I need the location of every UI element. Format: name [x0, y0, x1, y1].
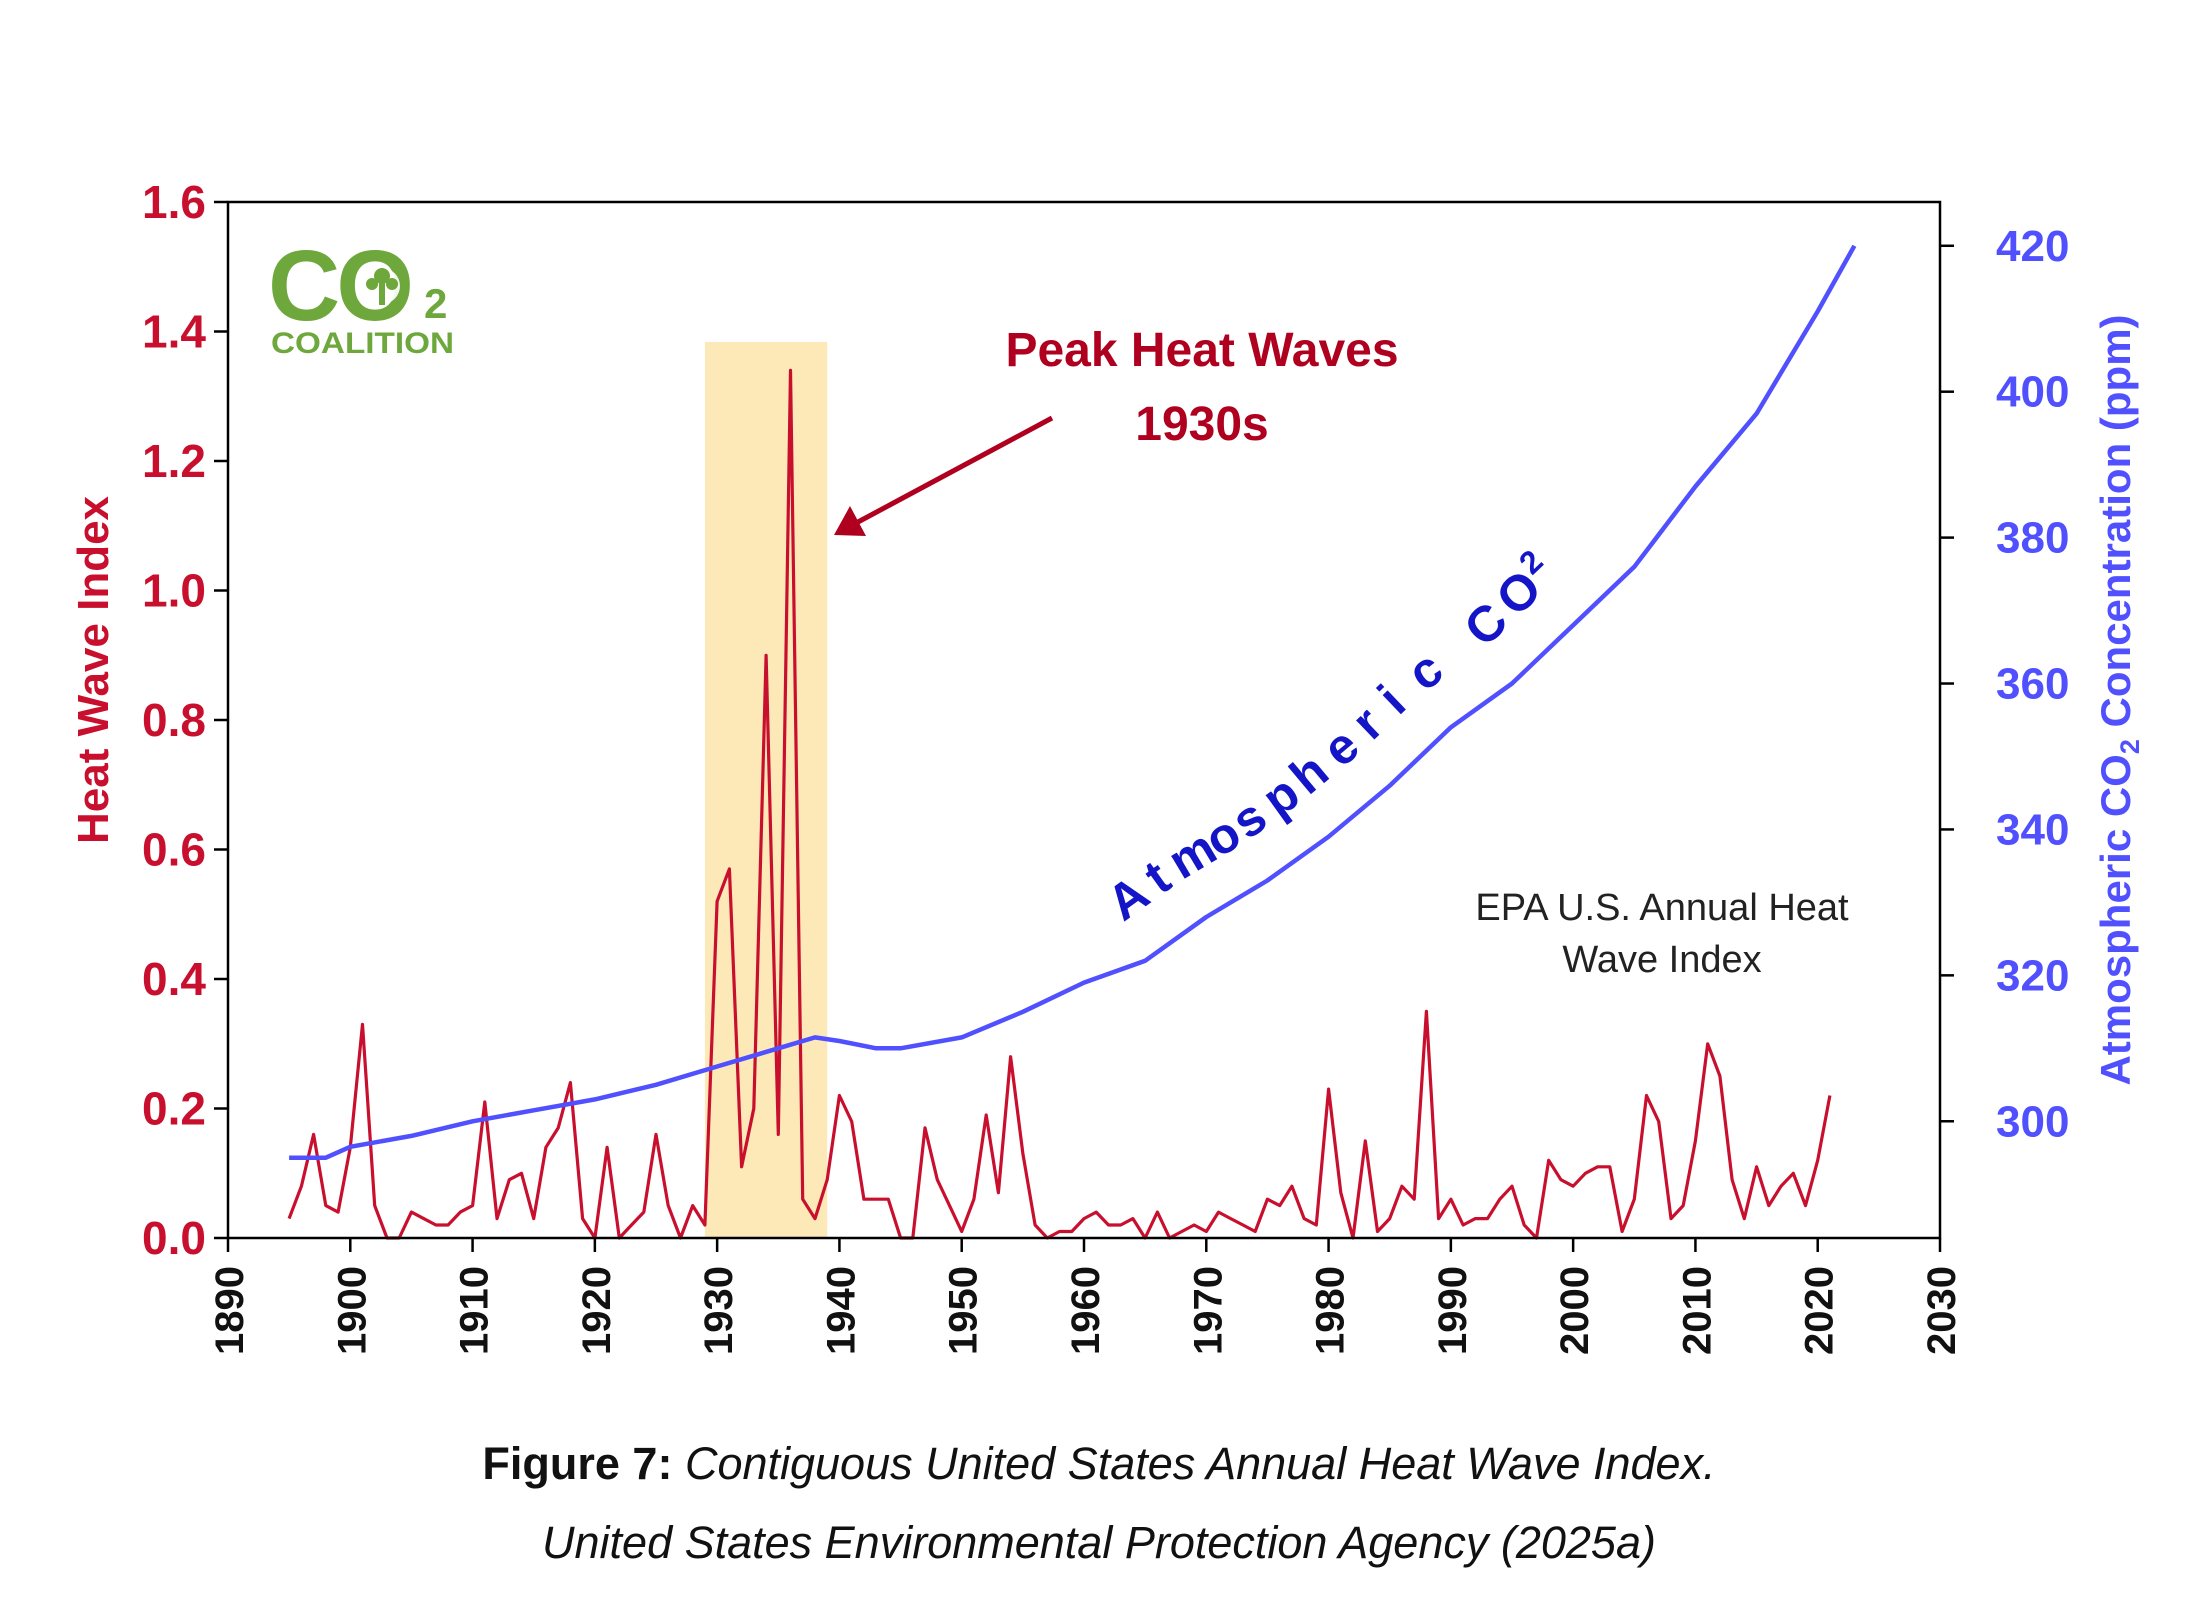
chart: 1890 1900 1910 1920 1930 1940 1950 1960 1970 1980…: [69, 176, 2145, 1355]
peak-annotation: Peak Heat Waves 1930s: [834, 324, 1399, 536]
left-tick-label: 0.8: [142, 694, 206, 746]
right-axis-label-suffix: Concentration (ppm): [2092, 314, 2139, 739]
figure-caption-line2: United States Environmental Protection A…: [542, 1517, 1656, 1568]
co2-series: [289, 244, 1857, 1160]
peak-arrow-head: [834, 506, 866, 536]
left-tick-label: 0.0: [142, 1212, 206, 1264]
x-tick-label: 2020: [1798, 1266, 1842, 1355]
figure-caption-line1: Figure 7: Contiguous United States Annua…: [0, 1438, 2198, 1490]
right-axis-ticks: 300 320 340 360 380 400 420: [1940, 222, 2069, 1146]
left-axis-ticks: 0.0 0.2 0.4 0.6 0.8 1.0 1.2 1.4 1.6: [142, 176, 228, 1264]
x-axis-ticks: 1890 1900 1910 1920 1930 1940 1950 1960 1970 1980…: [208, 1238, 1964, 1355]
left-tick-label: 0.4: [142, 953, 206, 1005]
right-tick-label: 320: [1996, 951, 2069, 1000]
figure-number: Figure 7:: [482, 1438, 673, 1489]
heat-wave-line: [287, 368, 1832, 1240]
x-tick-label: 2030: [1920, 1266, 1964, 1355]
right-tick-label: 400: [1996, 368, 2069, 417]
epa-label-line1: EPA U.S. Annual Heat: [1475, 887, 1849, 929]
co2-label-letter: c: [1397, 640, 1452, 702]
x-tick-label: 1970: [1186, 1266, 1230, 1355]
logo-coalition-word: COALITION: [271, 327, 454, 360]
peak-decade: 1930s: [1135, 398, 1268, 451]
x-tick-label: 1980: [1309, 1266, 1353, 1355]
right-axis-label-prefix: Atmospheric CO: [2092, 754, 2139, 1085]
right-tick-label: 360: [1996, 660, 2069, 709]
co2-coalition-logo: CO 2 COALITION: [268, 230, 454, 360]
left-tick-label: 1.4: [142, 306, 206, 358]
peak-title: Peak Heat Waves: [1005, 324, 1398, 377]
left-tick-label: 0.2: [142, 1083, 206, 1135]
x-tick-label: 1960: [1064, 1266, 1108, 1355]
epa-series-label: EPA U.S. Annual Heat Wave Index: [1475, 887, 1849, 981]
right-axis-label: Atmospheric CO2 Concentration (ppm): [2092, 314, 2145, 1085]
right-tick-label: 380: [1996, 514, 2069, 563]
x-tick-label: 1920: [575, 1266, 619, 1355]
peak-highlight-band: [704, 342, 828, 1238]
epa-label-line2: Wave Index: [1562, 939, 1761, 981]
right-tick-label: 420: [1996, 222, 2069, 271]
left-tick-label: 1.0: [142, 565, 206, 617]
tree-icon: [364, 268, 400, 305]
peak-arrow-shaft: [856, 415, 1054, 525]
x-tick-label: 2000: [1553, 1266, 1597, 1355]
x-tick-label: 1940: [819, 1266, 863, 1355]
figure-caption-title: Contiguous United States Annual Heat Wav…: [672, 1438, 1716, 1489]
co2-line: [289, 244, 1857, 1160]
left-tick-label: 1.2: [142, 435, 206, 487]
heat-wave-series: [287, 368, 1832, 1240]
x-tick-label: 1930: [697, 1266, 741, 1355]
left-tick-label: 1.6: [142, 176, 206, 228]
x-tick-label: 1900: [330, 1266, 374, 1355]
x-tick-label: 1990: [1431, 1266, 1475, 1355]
right-tick-label: 300: [1996, 1097, 2069, 1146]
x-tick-label: 2010: [1675, 1266, 1719, 1355]
left-tick-label: 0.6: [142, 824, 206, 876]
x-tick-label: 1890: [208, 1266, 252, 1355]
x-tick-label: 1950: [942, 1266, 986, 1355]
logo-sub-2: 2: [424, 280, 447, 327]
right-axis-label-sub: 2: [2115, 739, 2145, 754]
right-tick-label: 340: [1996, 805, 2069, 854]
left-axis-label: Heat Wave Index: [69, 495, 118, 844]
x-tick-label: 1910: [453, 1266, 497, 1355]
